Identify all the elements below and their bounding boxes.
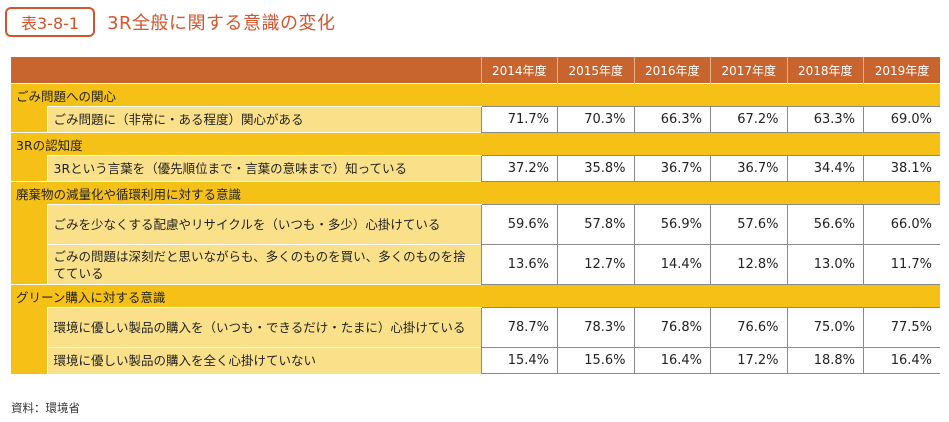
row-label: 3Rという言葉を（優先順位まで・言葉の意味まで）知っている: [46, 155, 481, 182]
category-label: 廃棄物の減量化や循環利用に対する意識: [11, 181, 940, 205]
category-row: 廃棄物の減量化や循環利用に対する意識: [11, 181, 940, 205]
value-cell: 57.8%: [557, 204, 634, 245]
row-label: ごみの問題は深刻だと思いながらも、多くのものを買い、多くのものを捨てている: [46, 244, 481, 285]
header-blank: [11, 57, 481, 84]
value-cell: 78.7%: [480, 307, 558, 348]
value-cell: 63.3%: [786, 106, 864, 133]
table-row: ごみ問題に（非常に・ある程度）関心がある 71.7% 70.3% 66.3% 6…: [11, 106, 940, 133]
value-cell: 75.0%: [786, 307, 864, 348]
table-row: 環境に優しい製品の購入を全く心掛けていない 15.4% 15.6% 16.4% …: [11, 347, 940, 374]
value-cell: 11.7%: [863, 244, 940, 285]
year-header: 2019年度: [863, 57, 940, 84]
row-label: 環境に優しい製品の購入を（いつも・できるだけ・たまに）心掛けている: [46, 307, 481, 348]
value-cell: 36.7%: [710, 155, 787, 182]
value-cell: 12.7%: [557, 244, 634, 285]
row-label: 環境に優しい製品の購入を全く心掛けていない: [46, 347, 481, 374]
value-cell: 70.3%: [557, 106, 634, 133]
value-cell: 16.4%: [633, 347, 711, 374]
year-header: 2017年度: [710, 57, 787, 84]
value-cell: 13.0%: [786, 244, 864, 285]
table-title: 表3-8-1 3R全般に関する意識の変化: [5, 4, 336, 40]
value-cell: 57.6%: [710, 204, 787, 245]
value-cell: 78.3%: [557, 307, 634, 348]
value-cell: 15.6%: [557, 347, 634, 374]
table-row: ごみを少なくする配慮やリサイクルを（いつも・多少）心掛けている 59.6% 57…: [11, 204, 940, 245]
category-row: グリーン購入に対する意識: [11, 284, 940, 308]
table-row: ごみの問題は深刻だと思いながらも、多くのものを買い、多くのものを捨てている 13…: [11, 244, 940, 285]
value-cell: 59.6%: [480, 204, 558, 245]
category-label: グリーン購入に対する意識: [11, 284, 940, 308]
value-cell: 67.2%: [710, 106, 787, 133]
value-cell: 69.0%: [863, 106, 940, 133]
value-cell: 34.4%: [786, 155, 864, 182]
value-cell: 77.5%: [863, 307, 940, 348]
category-row: 3Rの認知度: [11, 132, 940, 156]
value-cell: 12.8%: [710, 244, 787, 285]
value-cell: 15.4%: [480, 347, 558, 374]
value-cell: 36.7%: [633, 155, 711, 182]
table-row: 3Rという言葉を（優先順位まで・言葉の意味まで）知っている 37.2% 35.8…: [11, 155, 940, 182]
table-row: 環境に優しい製品の購入を（いつも・できるだけ・たまに）心掛けている 78.7% …: [11, 307, 940, 348]
row-label: ごみ問題に（非常に・ある程度）関心がある: [46, 106, 481, 133]
value-cell: 66.0%: [863, 204, 940, 245]
value-cell: 37.2%: [480, 155, 558, 182]
value-cell: 38.1%: [863, 155, 940, 182]
value-cell: 17.2%: [710, 347, 787, 374]
category-row: ごみ問題への関心: [11, 83, 940, 107]
value-cell: 13.6%: [480, 244, 558, 285]
year-header: 2016年度: [633, 57, 711, 84]
year-header: 2018年度: [786, 57, 864, 84]
header-row: 2014年度 2015年度 2016年度 2017年度 2018年度 2019年…: [11, 57, 940, 84]
row-label: ごみを少なくする配慮やリサイクルを（いつも・多少）心掛けている: [46, 204, 481, 245]
source-note: 資料：環境省: [11, 401, 80, 415]
category-label: ごみ問題への関心: [11, 83, 940, 107]
value-cell: 18.8%: [786, 347, 864, 374]
value-cell: 66.3%: [633, 106, 711, 133]
year-header: 2014年度: [480, 57, 558, 84]
value-cell: 71.7%: [480, 106, 558, 133]
value-cell: 56.9%: [633, 204, 711, 245]
survey-table: 2014年度 2015年度 2016年度 2017年度 2018年度 2019年…: [11, 57, 940, 374]
table-title-text: 3R全般に関する意識の変化: [107, 13, 336, 34]
value-cell: 76.6%: [710, 307, 787, 348]
value-cell: 16.4%: [863, 347, 940, 374]
year-header: 2015年度: [557, 57, 634, 84]
category-label: 3Rの認知度: [11, 132, 940, 156]
table-number-badge: 表3-8-1: [5, 7, 96, 37]
value-cell: 35.8%: [557, 155, 634, 182]
value-cell: 76.8%: [633, 307, 711, 348]
value-cell: 56.6%: [786, 204, 864, 245]
value-cell: 14.4%: [633, 244, 711, 285]
